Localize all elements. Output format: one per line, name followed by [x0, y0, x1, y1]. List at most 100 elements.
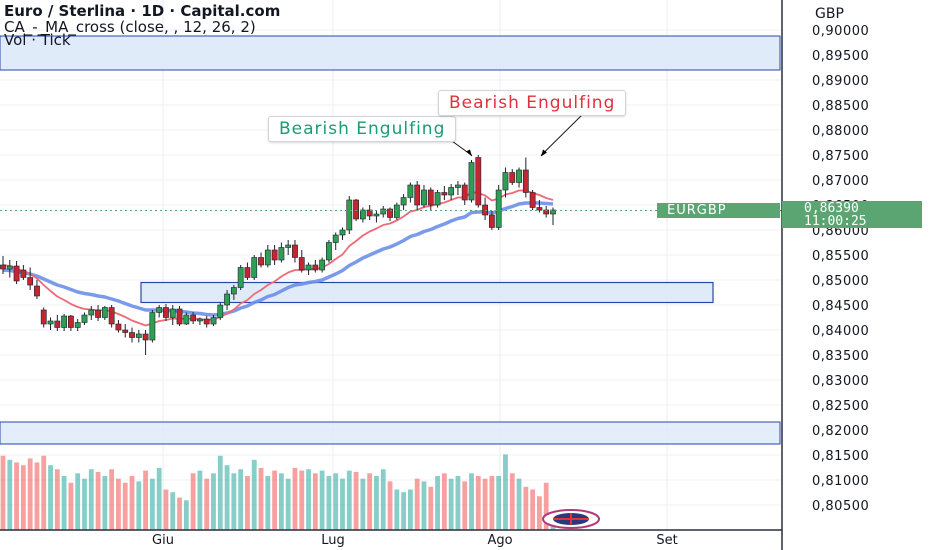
candle — [230, 285, 237, 300]
candle — [516, 167, 522, 188]
volume-bar — [245, 476, 250, 530]
candle-body — [47, 320, 54, 325]
price-tick-label: 0,83000 — [812, 374, 869, 389]
candle-body — [183, 314, 190, 325]
volume-bar — [170, 492, 176, 530]
volume-bar — [156, 467, 162, 530]
candle-body — [359, 209, 366, 220]
candle-body — [149, 312, 156, 341]
candle-body — [115, 323, 122, 331]
indicator-ma-cross[interactable]: CA_-_MA_cross (close, , 12, 26, 2) — [4, 18, 256, 36]
candle — [40, 307, 47, 328]
candle — [434, 190, 441, 208]
volume-bar — [401, 492, 407, 530]
volume-bar — [428, 486, 434, 530]
candle-body — [156, 307, 163, 313]
volume-bar — [306, 469, 311, 530]
volume-bar — [523, 486, 529, 530]
candle — [529, 190, 536, 210]
volume-bar — [326, 476, 332, 530]
candle — [169, 305, 176, 325]
candle-body — [237, 267, 244, 288]
volume-bar — [367, 473, 373, 530]
candle-body — [461, 184, 468, 201]
volume-bar — [319, 470, 325, 530]
volume-bar — [462, 481, 468, 530]
candle — [400, 194, 407, 210]
candle-body — [441, 192, 448, 196]
price-tick-label: 0,87000 — [812, 174, 869, 189]
price-value: 0,86390 — [804, 201, 859, 216]
volume-bar — [441, 473, 447, 530]
candle-body — [217, 304, 224, 318]
pattern-label-bearish-engulfing-2[interactable]: Bearish Engulfing — [438, 90, 627, 116]
volume-bar — [163, 489, 169, 530]
candle — [34, 280, 40, 299]
volume-bar — [496, 476, 502, 530]
volume-bar — [340, 478, 345, 530]
candle-body — [400, 197, 407, 206]
volume-bar — [217, 455, 223, 530]
volume-bar — [231, 473, 237, 530]
candle-body — [101, 307, 108, 318]
candle — [292, 240, 298, 263]
volume-bar — [14, 462, 19, 530]
candle — [258, 252, 264, 268]
volume-bar — [408, 489, 413, 530]
candle-body — [61, 315, 68, 328]
candle-body — [129, 332, 135, 338]
candle-body — [373, 213, 380, 217]
volume-bar — [469, 473, 474, 530]
candle — [441, 186, 448, 200]
volume-bar — [183, 500, 189, 530]
candle — [550, 207, 556, 225]
indicator-volume[interactable]: Vol · Tick — [4, 31, 71, 49]
pattern-label-bearish-engulfing-1[interactable]: Bearish Engulfing — [268, 116, 457, 142]
arrow-2 — [540, 111, 586, 156]
volume-bar — [116, 478, 121, 530]
candle-body — [292, 244, 298, 258]
volume-bar — [204, 478, 210, 530]
volume-bar — [333, 473, 339, 530]
candle-body — [68, 315, 74, 328]
volume-bar — [421, 481, 427, 530]
candle-body — [264, 249, 271, 266]
candle-body — [81, 314, 88, 323]
candle — [414, 181, 421, 210]
candle — [88, 306, 95, 320]
candle-body — [190, 314, 197, 322]
volume-bar — [122, 482, 128, 530]
time-axis[interactable]: Giu Lug Ago Set — [0, 529, 782, 548]
price-tick-label: 0,88000 — [812, 124, 869, 139]
candle-body — [468, 162, 475, 201]
candle-body — [339, 229, 346, 236]
candle — [339, 227, 346, 240]
price-axis[interactable]: 0,90000 0,89500 0,89000 0,88500 0,88000 0,875… — [781, 0, 932, 550]
volume-bar — [177, 497, 182, 530]
volume-bar — [7, 459, 13, 530]
candle — [27, 267, 34, 290]
volume-bar — [149, 478, 155, 530]
price-tick-label: 0,81000 — [812, 474, 869, 489]
volume-bar — [448, 478, 454, 530]
price-tick-label: 0,85500 — [812, 249, 869, 264]
candle — [156, 305, 163, 318]
price-tick-label: 0,87500 — [812, 149, 869, 164]
candle — [271, 245, 278, 265]
candle-body — [522, 169, 529, 193]
candle-body — [122, 329, 129, 333]
candle-body — [407, 184, 414, 198]
countdown: 11:00:25 — [804, 214, 867, 229]
candle-body — [230, 287, 237, 295]
candle-body — [488, 214, 495, 228]
zone-top — [0, 35, 781, 71]
volume-bar — [88, 469, 94, 530]
candle — [298, 250, 305, 273]
candle-body — [95, 309, 101, 318]
volume-bar — [292, 467, 298, 530]
price-tick-label: 0,90000 — [812, 24, 869, 39]
price-tick-label: 0,84500 — [812, 299, 869, 314]
candle — [224, 290, 230, 310]
candle — [210, 315, 217, 326]
